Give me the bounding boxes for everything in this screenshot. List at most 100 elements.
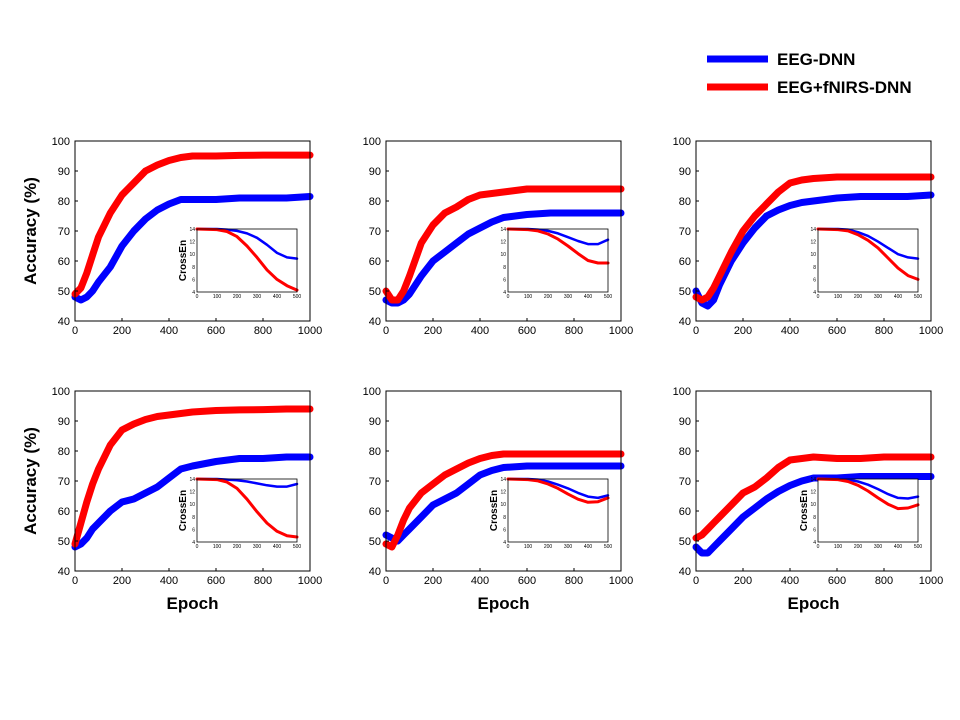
x-tick-label: 600 bbox=[207, 325, 225, 337]
inset-y-tick-label: 10 bbox=[500, 502, 506, 508]
y-tick-label: 50 bbox=[369, 286, 381, 298]
inset-x-tick-label: 300 bbox=[564, 294, 573, 300]
x-tick-label: 200 bbox=[734, 325, 752, 337]
inset-x-tick-label: 100 bbox=[834, 294, 843, 300]
inset-background bbox=[818, 479, 918, 542]
y-tick-label: 40 bbox=[369, 566, 381, 578]
x-tick-label: 0 bbox=[693, 575, 699, 587]
y-tick-label: 70 bbox=[58, 476, 70, 488]
inset-x-tick-label: 200 bbox=[233, 294, 242, 300]
y-tick-label: 50 bbox=[679, 286, 691, 298]
series-line-eeg-dnn bbox=[71, 453, 314, 551]
inset-y-tick-label: 14 bbox=[810, 227, 816, 233]
inset-x-tick-label: 100 bbox=[213, 544, 222, 550]
x-tick-label: 600 bbox=[518, 325, 536, 337]
series-line-eeg-fnirs-dnn bbox=[382, 450, 625, 551]
inset-x-tick-label: 0 bbox=[196, 294, 199, 300]
inset-chart: 0 100 200 300 400 500 4 6 8 10 12 14 bbox=[500, 227, 612, 300]
x-tick-label: 400 bbox=[781, 575, 799, 587]
panel-5: 0 200 400 600 800 1000 40 50 60 70 80 90 100 Epoch 0 10… bbox=[363, 386, 634, 613]
inset-frame bbox=[817, 228, 919, 293]
y-tick-label: 80 bbox=[679, 196, 691, 208]
x-tick-label: 0 bbox=[383, 325, 389, 337]
inset-y-tick-label: 6 bbox=[192, 527, 195, 533]
inset-series-line-eeg-fnirs-dnn bbox=[195, 227, 299, 292]
inset-x-tick-label: 500 bbox=[604, 294, 613, 300]
inset-x-tick-label: 0 bbox=[196, 544, 199, 550]
inset-frame bbox=[196, 228, 298, 293]
x-tick-label: 1000 bbox=[298, 575, 322, 587]
series-line-eeg-dnn bbox=[71, 193, 314, 304]
y-tick-label: 90 bbox=[679, 166, 691, 178]
inset-x-tick-label: 400 bbox=[584, 294, 593, 300]
y-tick-label: 100 bbox=[363, 386, 381, 398]
inset-y-tick-label: 6 bbox=[192, 277, 195, 283]
x-tick-label: 0 bbox=[383, 575, 389, 587]
x-tick-label: 800 bbox=[875, 575, 893, 587]
inset-y-tick-label: 6 bbox=[813, 277, 816, 283]
inset-x-tick-label: 200 bbox=[854, 294, 863, 300]
y-axis-label: Accuracy (%) bbox=[21, 177, 40, 285]
x-tick-label: 1000 bbox=[609, 325, 633, 337]
inset-x-tick-label: 500 bbox=[293, 544, 302, 550]
y-tick-label: 60 bbox=[369, 506, 381, 518]
inset-y-tick-label: 10 bbox=[810, 252, 816, 258]
series-line-eeg-fnirs-dnn bbox=[71, 151, 314, 298]
y-tick-label: 80 bbox=[58, 196, 70, 208]
inset-y-tick-label: 8 bbox=[813, 265, 816, 271]
x-tick-label: 200 bbox=[424, 325, 442, 337]
inset-y-tick-label: 10 bbox=[500, 252, 506, 258]
x-tick-label: 600 bbox=[828, 325, 846, 337]
x-axis-label: Epoch bbox=[478, 594, 530, 613]
inset-series-line-eeg-fnirs-dnn bbox=[506, 477, 610, 504]
inset-x-tick-label: 400 bbox=[894, 544, 903, 550]
x-tick-label: 600 bbox=[828, 575, 846, 587]
inset-series-line-eeg-fnirs-dnn bbox=[816, 227, 920, 281]
inset-y-tick-label: 6 bbox=[503, 527, 506, 533]
x-tick-label: 800 bbox=[565, 325, 583, 337]
inset-x-tick-label: 0 bbox=[817, 294, 820, 300]
x-tick-label: 1000 bbox=[609, 575, 633, 587]
y-tick-label: 100 bbox=[52, 386, 70, 398]
inset-y-tick-label: 12 bbox=[189, 240, 195, 246]
inset-x-tick-label: 0 bbox=[507, 294, 510, 300]
inset-y-tick-label: 4 bbox=[503, 540, 506, 546]
inset-y-tick-label: 10 bbox=[189, 502, 195, 508]
inset-x-tick-label: 300 bbox=[253, 294, 262, 300]
y-tick-label: 70 bbox=[679, 476, 691, 488]
inset-y-tick-label: 6 bbox=[813, 527, 816, 533]
inset-y-tick-label: 14 bbox=[500, 477, 506, 483]
panel-1: 0 200 400 600 800 1000405060708090100Accuracy… bbox=[21, 136, 322, 337]
y-tick-label: 90 bbox=[58, 416, 70, 428]
inset-chart: 0 100 200 300 400 500 4 6 8 10 12 14 CrossEn bbox=[178, 477, 301, 550]
inset-x-tick-label: 400 bbox=[894, 294, 903, 300]
y-tick-label: 100 bbox=[673, 136, 691, 148]
y-tick-label: 40 bbox=[679, 316, 691, 328]
x-tick-label: 200 bbox=[734, 575, 752, 587]
x-tick-label: 800 bbox=[254, 325, 272, 337]
legend-label-eeg-dnn: EEG-DNN bbox=[777, 50, 855, 69]
series-line-eeg-dnn bbox=[692, 191, 935, 310]
y-tick-label: 60 bbox=[679, 256, 691, 268]
x-tick-label: 0 bbox=[72, 575, 78, 587]
x-tick-label: 400 bbox=[781, 325, 799, 337]
series-line-eeg-dnn bbox=[382, 209, 625, 307]
y-tick-label: 90 bbox=[679, 416, 691, 428]
inset-y-tick-label: 14 bbox=[189, 227, 195, 233]
legend: EEG-DNN EEG+fNIRS-DNN bbox=[707, 50, 912, 97]
x-axis-label: Epoch bbox=[167, 594, 219, 613]
inset-y-axis-label: CrossEn bbox=[178, 240, 189, 281]
inset-x-tick-label: 300 bbox=[874, 544, 883, 550]
inset-x-tick-label: 400 bbox=[273, 544, 282, 550]
x-tick-label: 1000 bbox=[919, 325, 943, 337]
y-tick-label: 70 bbox=[679, 226, 691, 238]
inset-y-tick-label: 12 bbox=[500, 490, 506, 496]
series-line-eeg-fnirs-dnn bbox=[692, 453, 935, 542]
inset-background bbox=[818, 229, 918, 292]
inset-x-tick-label: 300 bbox=[564, 544, 573, 550]
y-tick-label: 80 bbox=[369, 446, 381, 458]
y-tick-label: 100 bbox=[673, 386, 691, 398]
inset-series-line-eeg-fnirs-dnn bbox=[816, 477, 920, 511]
